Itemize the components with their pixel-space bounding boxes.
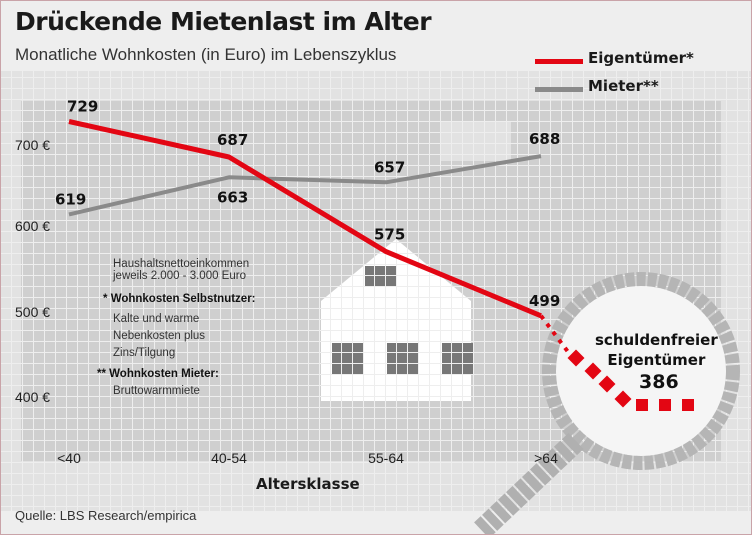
y-tick-label: 600 €: [15, 218, 51, 234]
data-label: 729: [67, 97, 98, 115]
data-label: 575: [374, 226, 405, 244]
y-tick-label: 700 €: [15, 137, 51, 153]
y-tick-label: 400 €: [15, 389, 51, 405]
y-tick-label: 500 €: [15, 304, 51, 320]
note-owner-text: Kalte und warme Nebenkosten plus Zins/Tilg…: [113, 311, 205, 362]
note-text: Kalte und warme: [113, 313, 200, 325]
debt-free-marker: [614, 390, 632, 408]
note-heading: Wohnkosten Mieter:: [109, 368, 219, 380]
legend-label-renter: Mieter**: [588, 77, 659, 95]
debt-free-marker: [567, 349, 585, 367]
note-renter: ** Wohnkosten Mieter:: [97, 368, 219, 380]
legend-label-owner: Eigentümer*: [588, 49, 694, 67]
data-label: 619: [55, 190, 86, 208]
debt-free-marker: [584, 362, 602, 380]
note-text: Zins/Tilgung: [113, 347, 176, 359]
series-line-owner: [68, 119, 542, 319]
debt-free-dotted-line: [539, 314, 573, 358]
note-renter-text: Bruttowarmmiete: [113, 385, 200, 397]
x-axis-label: Altersklasse: [256, 475, 360, 493]
annotation-debt-free-owner: schuldenfreier Eigentümer: [595, 330, 718, 370]
data-label: 657: [374, 158, 405, 176]
debt-free-marker: [636, 399, 648, 411]
note-income: Haushaltsnettoeinkommen jeweils 2.000 - 3…: [113, 258, 249, 282]
note-marker: **: [97, 368, 106, 380]
legend-swatch-renter: [535, 87, 583, 92]
debt-free-marker: [598, 375, 616, 393]
note-heading: Wohnkosten Selbstnutzer:: [110, 293, 256, 305]
x-tick-label: <40: [57, 450, 81, 466]
data-label: 688: [529, 130, 560, 148]
x-tick-label: >64: [534, 450, 558, 466]
data-label: 687: [217, 131, 248, 149]
annotation-text: schuldenfreier: [595, 331, 718, 349]
house-illustration: [321, 239, 474, 401]
annotation-text: Eigentümer: [607, 351, 706, 369]
note-marker: *: [103, 293, 108, 305]
note-owner: * Wohnkosten Selbstnutzer:: [103, 293, 256, 305]
annotation-value: 386: [639, 371, 679, 393]
series-line-renter: [68, 154, 542, 217]
magnifier-illustration: [473, 272, 740, 534]
data-label: 663: [217, 188, 248, 206]
legend-swatch-owner: [535, 59, 583, 64]
chart-title: Drückende Mietenlast im Alter: [15, 7, 432, 36]
x-tick-label: 40-54: [211, 450, 247, 466]
x-tick-label: 55-64: [368, 450, 404, 466]
data-label: 499: [529, 292, 560, 310]
note-text: jeweils 2.000 - 3.000 Euro: [113, 270, 246, 282]
note-text: Nebenkosten plus: [113, 330, 206, 342]
note-text: Haushaltsnettoeinkommen: [113, 258, 250, 270]
chart-subtitle: Monatliche Wohnkosten (in Euro) im Leben…: [15, 45, 397, 64]
debt-free-marker: [659, 399, 671, 411]
debt-free-marker: [682, 399, 694, 411]
source-note: Quelle: LBS Research/empirica: [15, 508, 197, 523]
